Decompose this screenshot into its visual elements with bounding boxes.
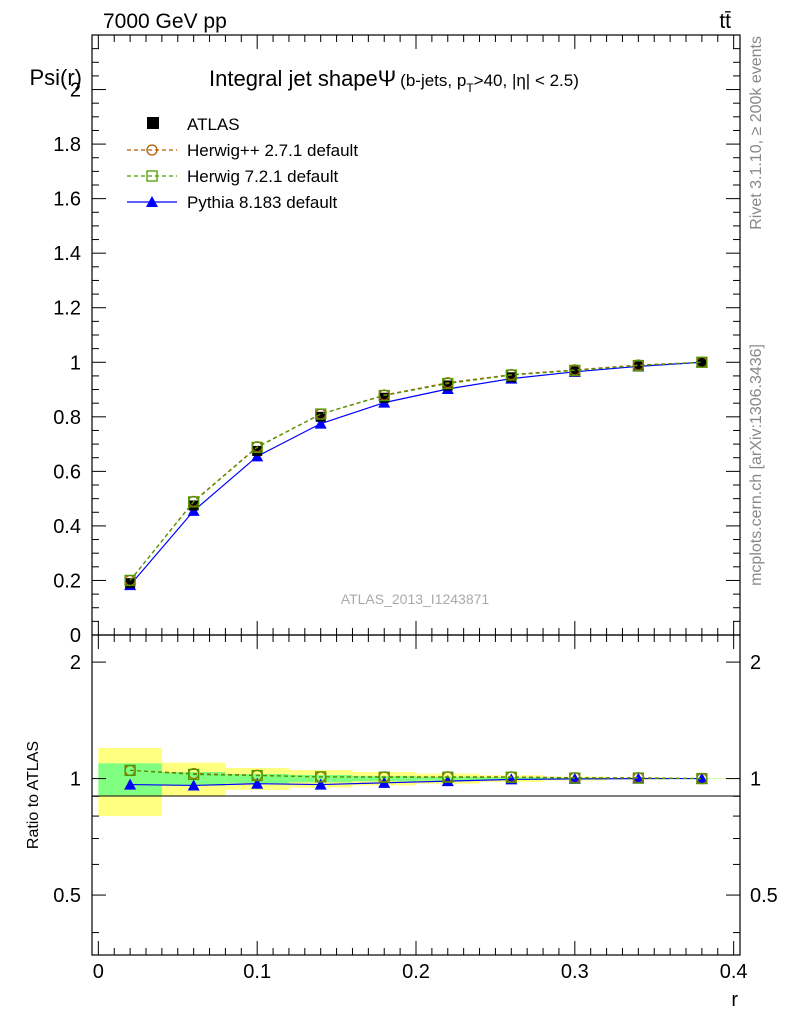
main-point-atlas [188,500,199,511]
main-y-ticks: 0 0.2 0.4 0.6 0.8 1 1.2 1.4 1.6 1.8 2 [53,34,740,647]
ratio-line-pythia [130,777,702,787]
main-y-axis-label: Psi(r) [29,65,82,90]
mcplots-label: mcplots.cern.ch [arXiv:1306.3436] [748,344,765,586]
ratio-point-herwig7 [505,771,517,783]
ratio-point-pythia [695,772,708,784]
main-panel: 0 0.2 0.4 0.6 0.8 1 1.2 1.4 1.6 1.8 2 Psi(r) Integ… [29,34,741,647]
main-point-herwig7 [632,359,645,372]
ratio-y-tick-label: 2 [70,652,81,674]
ratio-series [124,764,708,791]
x-tick-label: 0.3 [561,961,589,983]
main-line-herwig7 [129,361,702,581]
ratio-y-axis-label: Ratio to ATLAS [25,741,42,849]
analysis-watermark: ATLAS_2013_I1243871 [341,591,490,607]
chart-title-cuts-pre: (b-jets, p [400,71,466,90]
main-y-tick-label: 0.2 [53,570,81,592]
ratio-y-tick-label: 0.5 [53,885,81,907]
legend-marker-herwigpp [146,144,158,156]
main-y-tick-label: 0.6 [53,461,81,483]
main-y-tick-label: 1.6 [53,189,81,211]
ratio-point-pythia [187,779,200,791]
x-axis-label: r [731,989,738,1011]
main-y-tick-label: 0.4 [53,516,81,538]
main-point-pythia [314,417,327,429]
main-point-atlas [506,372,517,383]
process-label: tt̄ [719,10,731,33]
chart-title-cuts-t: T [466,81,474,95]
ratio-point-herwig7 [124,764,136,777]
ratio-y-tick-label-right: 0.5 [750,885,778,907]
ratio-point-herwig7 [569,772,581,784]
main-point-herwig7 [378,389,390,402]
main-y-tick-label: 0.8 [53,407,81,429]
chart-title-main: Integral jet shape [209,66,378,91]
x-tick-label: 0.2 [402,961,430,983]
legend-label-pythia: Pythia 8.183 default [187,193,338,212]
ratio-point-herwig7 [251,769,263,782]
main-point-atlas [696,357,707,368]
legend-label-herwigpp: Herwig++ 2.7.1 default [187,141,358,160]
ratio-y-tick-label: 1 [70,769,81,791]
ratio-point-herwig7 [315,771,327,783]
ratio-point-pythia [251,777,264,789]
ratio-x-ticks: 0 0.1 0.2 0.3 0.4 [93,635,748,983]
main-point-atlas [379,392,390,403]
main-line-herwigpp [129,361,702,581]
main-point-atlas [569,366,580,377]
main-point-herwig7 [505,369,517,381]
main-line-pythia [129,361,702,586]
main-point-herwig7 [187,496,200,508]
ratio-panel: 0.5 0.51 12 2 0 0.1 0.2 0.3 0.4 Ratio to ATLAS … [25,634,778,1011]
main-point-atlas [252,445,263,456]
ratio-y-tick-label-right: 2 [750,652,761,674]
legend-marker-atlas [147,117,159,129]
ratio-point-herwig7 [187,768,200,781]
ratio-point-herwig7 [632,772,645,784]
main-series [124,356,708,591]
legend-marker-pythia [146,196,158,207]
chart-title: Integral jet shapeΨ (b-jets, pT>40, |η| <… [209,66,579,95]
legend-marker-herwig7 [146,170,158,182]
x-tick-label: 0 [93,961,104,983]
ratio-point-pythia [124,778,137,790]
main-y-tick-label: 1 [70,352,81,374]
main-x-ticks [97,35,735,635]
main-y-tick-label: 0 [70,625,81,647]
main-y-tick-label: 1.4 [53,243,81,265]
ratio-point-herwig7 [378,771,390,783]
main-point-atlas [442,380,453,391]
chart-title-symbol: Ψ [378,66,396,91]
ratio-point-pythia [441,775,454,787]
main-point-herwig7 [442,377,454,390]
ratio-point-pythia [314,778,327,790]
legend: ATLAS Herwig++ 2.7.1 default Herwig 7.2.… [127,115,358,212]
ratio-y-ticks: 0.5 0.5 1 1 2 2 [53,652,778,934]
chart-title-cuts-post: >40, |η| < 2.5) [474,71,579,90]
main-point-atlas [315,411,326,422]
ratio-line-herwig7 [130,769,702,780]
legend-label-herwig7: Herwig 7.2.1 default [187,167,338,186]
main-point-atlas [125,578,136,589]
main-point-herwig7 [696,356,708,368]
x-tick-label: 0.1 [243,961,271,983]
main-point-herwig7 [569,364,581,377]
ratio-point-herwig7 [696,772,708,785]
main-point-atlas [633,361,644,372]
energy-label: 7000 GeV pp [103,10,227,33]
main-y-tick-label: 1.8 [53,134,81,156]
main-point-herwig7 [315,408,327,420]
rivet-label: Rivet 3.1.10, ≥ 200k events [748,36,765,230]
ratio-point-pythia [632,772,645,784]
x-tick-label: 0.4 [720,961,748,983]
ratio-y-tick-label-right: 1 [750,769,761,791]
main-y-tick-label: 2 [70,80,81,102]
legend-label-atlas: ATLAS [187,115,240,134]
ratio-point-herwig7 [442,771,454,783]
main-point-herwig7 [251,441,263,454]
main-point-herwig7 [124,574,136,587]
main-y-tick-label: 1.2 [53,298,81,320]
